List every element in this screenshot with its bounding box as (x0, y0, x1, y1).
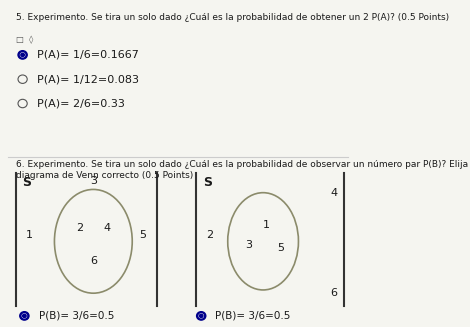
Text: 5. Experimento. Se tira un solo dado ¿Cuál es la probabilidad de obtener un 2 P(: 5. Experimento. Se tira un solo dado ¿Cu… (16, 13, 449, 22)
Text: P(B)= 3/6=0.5: P(B)= 3/6=0.5 (215, 311, 291, 321)
Text: P(B)= 3/6=0.5: P(B)= 3/6=0.5 (39, 311, 114, 321)
Text: 3: 3 (245, 240, 252, 250)
Text: P(A)= 1/6=0.1667: P(A)= 1/6=0.1667 (37, 50, 139, 60)
Text: 1: 1 (26, 230, 33, 240)
Circle shape (21, 53, 24, 57)
Circle shape (199, 314, 203, 318)
Text: 4: 4 (104, 223, 111, 233)
Text: P(A)= 2/6=0.33: P(A)= 2/6=0.33 (37, 98, 125, 109)
Circle shape (22, 314, 26, 318)
Circle shape (23, 314, 26, 318)
Text: S: S (23, 177, 31, 189)
Circle shape (196, 312, 206, 320)
Text: 5: 5 (277, 243, 284, 253)
Text: 4: 4 (330, 188, 337, 198)
Text: 6: 6 (330, 288, 337, 298)
Text: 6: 6 (90, 256, 97, 266)
Circle shape (20, 312, 29, 320)
Circle shape (21, 53, 25, 57)
Text: 2: 2 (76, 223, 83, 233)
Text: S: S (203, 177, 212, 189)
Text: 3: 3 (90, 176, 97, 186)
Text: 6. Experimento. Se tira un solo dado ¿Cuál es la probabilidad de observar un núm: 6. Experimento. Se tira un solo dado ¿Cu… (16, 160, 470, 180)
Text: 1: 1 (263, 220, 270, 230)
Text: 5: 5 (139, 230, 146, 240)
Text: □  ◊: □ ◊ (16, 35, 33, 44)
Text: P(A)= 1/12=0.083: P(A)= 1/12=0.083 (37, 74, 139, 84)
Text: 2: 2 (206, 230, 213, 240)
Circle shape (18, 51, 27, 59)
Circle shape (199, 314, 204, 318)
